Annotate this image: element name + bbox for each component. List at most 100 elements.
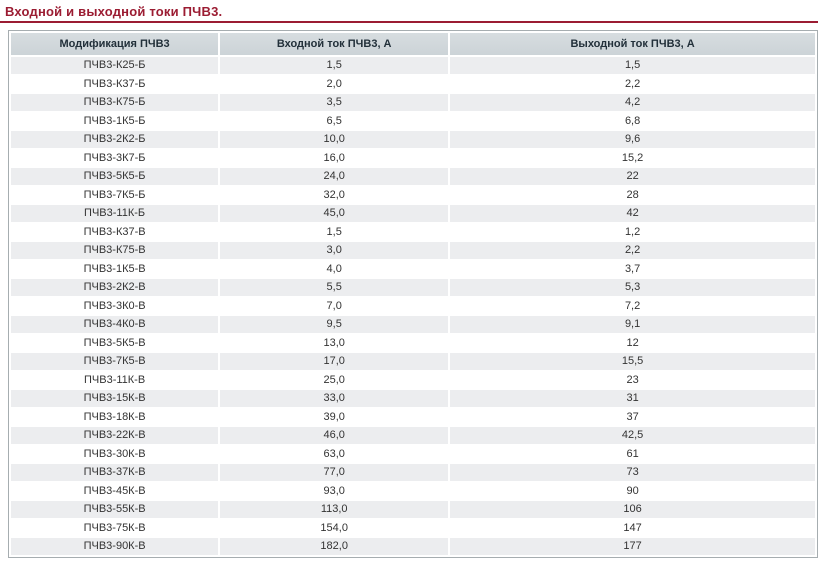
output-current-cell: 106 bbox=[450, 501, 815, 518]
modification-cell: ПЧВ3-2К2-В bbox=[11, 279, 219, 296]
input-current-cell: 4,0 bbox=[220, 260, 449, 277]
input-current-cell: 93,0 bbox=[220, 482, 449, 499]
input-current-cell: 24,0 bbox=[220, 168, 449, 185]
input-current-cell: 3,0 bbox=[220, 242, 449, 259]
modification-cell: ПЧВ3-К75-В bbox=[11, 242, 219, 259]
modification-cell: ПЧВ3-К37-В bbox=[11, 223, 219, 240]
input-current-cell: 5,5 bbox=[220, 279, 449, 296]
input-current-cell: 13,0 bbox=[220, 334, 449, 351]
table-row: ПЧВ3-90К-В 182,0 177 bbox=[11, 538, 815, 555]
input-current-cell: 10,0 bbox=[220, 131, 449, 148]
input-current-cell: 45,0 bbox=[220, 205, 449, 222]
col-header-output-current: Выходной ток ПЧВ3, А bbox=[450, 33, 815, 55]
output-current-cell: 28 bbox=[450, 186, 815, 203]
output-current-cell: 23 bbox=[450, 371, 815, 388]
input-current-cell: 7,0 bbox=[220, 297, 449, 314]
table-row: ПЧВ3-2К2-Б 10,0 9,6 bbox=[11, 131, 815, 148]
input-current-cell: 32,0 bbox=[220, 186, 449, 203]
modification-cell: ПЧВ3-1К5-В bbox=[11, 260, 219, 277]
table-row: ПЧВ3-К25-Б 1,5 1,5 bbox=[11, 57, 815, 74]
table-row: ПЧВ3-3К7-Б 16,0 15,2 bbox=[11, 149, 815, 166]
modification-cell: ПЧВ3-К75-Б bbox=[11, 94, 219, 111]
table-row: ПЧВ3-37К-В 77,0 73 bbox=[11, 464, 815, 481]
output-current-cell: 177 bbox=[450, 538, 815, 555]
modification-cell: ПЧВ3-3К7-Б bbox=[11, 149, 219, 166]
output-current-cell: 15,5 bbox=[450, 353, 815, 370]
table-row: ПЧВ3-75К-В 154,0 147 bbox=[11, 519, 815, 536]
table-row: ПЧВ3-7К5-В 17,0 15,5 bbox=[11, 353, 815, 370]
page-title: Входной и выходной токи ПЧВ3. bbox=[5, 4, 223, 19]
modification-cell: ПЧВ3-7К5-Б bbox=[11, 186, 219, 203]
output-current-cell: 31 bbox=[450, 390, 815, 407]
input-current-cell: 3,5 bbox=[220, 94, 449, 111]
input-current-cell: 9,5 bbox=[220, 316, 449, 333]
output-current-cell: 3,7 bbox=[450, 260, 815, 277]
modification-cell: ПЧВ3-22К-В bbox=[11, 427, 219, 444]
table-row: ПЧВ3-11К-В 25,0 23 bbox=[11, 371, 815, 388]
modification-cell: ПЧВ3-7К5-В bbox=[11, 353, 219, 370]
output-current-cell: 6,8 bbox=[450, 112, 815, 129]
table-row: ПЧВ3-15К-В 33,0 31 bbox=[11, 390, 815, 407]
table-row: ПЧВ3-45К-В 93,0 90 bbox=[11, 482, 815, 499]
table-row: ПЧВ3-5К5-В 13,0 12 bbox=[11, 334, 815, 351]
input-current-cell: 77,0 bbox=[220, 464, 449, 481]
table-row: ПЧВ3-5К5-Б 24,0 22 bbox=[11, 168, 815, 185]
output-current-cell: 4,2 bbox=[450, 94, 815, 111]
input-current-cell: 46,0 bbox=[220, 427, 449, 444]
modification-cell: ПЧВ3-1К5-Б bbox=[11, 112, 219, 129]
table-row: ПЧВ3-1К5-Б 6,5 6,8 bbox=[11, 112, 815, 129]
input-current-cell: 6,5 bbox=[220, 112, 449, 129]
modification-cell: ПЧВ3-3К0-В bbox=[11, 297, 219, 314]
input-current-cell: 25,0 bbox=[220, 371, 449, 388]
input-current-cell: 1,5 bbox=[220, 223, 449, 240]
modification-cell: ПЧВ3-К37-Б bbox=[11, 75, 219, 92]
modification-cell: ПЧВ3-15К-В bbox=[11, 390, 219, 407]
modification-cell: ПЧВ3-11К-В bbox=[11, 371, 219, 388]
currents-table: Модификация ПЧВ3 Входной ток ПЧВ3, А Вых… bbox=[8, 30, 818, 558]
table-row: ПЧВ3-55К-В 113,0 106 bbox=[11, 501, 815, 518]
output-current-cell: 2,2 bbox=[450, 75, 815, 92]
table-row: ПЧВ3-30К-В 63,0 61 bbox=[11, 445, 815, 462]
output-current-cell: 2,2 bbox=[450, 242, 815, 259]
modification-cell: ПЧВ3-75К-В bbox=[11, 519, 219, 536]
modification-cell: ПЧВ3-4К0-В bbox=[11, 316, 219, 333]
table-row: ПЧВ3-1К5-В 4,0 3,7 bbox=[11, 260, 815, 277]
col-header-modification: Модификация ПЧВ3 bbox=[11, 33, 219, 55]
modification-cell: ПЧВ3-37К-В bbox=[11, 464, 219, 481]
table-row: ПЧВ3-К37-В 1,5 1,2 bbox=[11, 223, 815, 240]
output-current-cell: 42,5 bbox=[450, 427, 815, 444]
output-current-cell: 12 bbox=[450, 334, 815, 351]
modification-cell: ПЧВ3-5К5-Б bbox=[11, 168, 219, 185]
table-row: ПЧВ3-2К2-В 5,5 5,3 bbox=[11, 279, 815, 296]
input-current-cell: 63,0 bbox=[220, 445, 449, 462]
output-current-cell: 15,2 bbox=[450, 149, 815, 166]
table-row: ПЧВ3-11К-Б 45,0 42 bbox=[11, 205, 815, 222]
title-divider bbox=[0, 21, 818, 23]
input-current-cell: 154,0 bbox=[220, 519, 449, 536]
output-current-cell: 90 bbox=[450, 482, 815, 499]
modification-cell: ПЧВ3-45К-В bbox=[11, 482, 219, 499]
output-current-cell: 7,2 bbox=[450, 297, 815, 314]
table-row: ПЧВ3-К37-Б 2,0 2,2 bbox=[11, 75, 815, 92]
input-current-cell: 33,0 bbox=[220, 390, 449, 407]
modification-cell: ПЧВ3-90К-В bbox=[11, 538, 219, 555]
modification-cell: ПЧВ3-К25-Б bbox=[11, 57, 219, 74]
input-current-cell: 17,0 bbox=[220, 353, 449, 370]
col-header-input-current: Входной ток ПЧВ3, А bbox=[220, 33, 449, 55]
modification-cell: ПЧВ3-55К-В bbox=[11, 501, 219, 518]
table-row: ПЧВ3-4К0-В 9,5 9,1 bbox=[11, 316, 815, 333]
output-current-cell: 5,3 bbox=[450, 279, 815, 296]
modification-cell: ПЧВ3-2К2-Б bbox=[11, 131, 219, 148]
input-current-cell: 2,0 bbox=[220, 75, 449, 92]
table-body: ПЧВ3-К25-Б 1,5 1,5 ПЧВ3-К37-Б 2,0 2,2 ПЧВ3-К75… bbox=[11, 57, 815, 555]
modification-cell: ПЧВ3-18К-В bbox=[11, 408, 219, 425]
output-current-cell: 22 bbox=[450, 168, 815, 185]
table-row: ПЧВ3-К75-В 3,0 2,2 bbox=[11, 242, 815, 259]
input-current-cell: 39,0 bbox=[220, 408, 449, 425]
table-row: ПЧВ3-К75-Б 3,5 4,2 bbox=[11, 94, 815, 111]
modification-cell: ПЧВ3-30К-В bbox=[11, 445, 219, 462]
table-row: ПЧВ3-7К5-Б 32,0 28 bbox=[11, 186, 815, 203]
input-current-cell: 16,0 bbox=[220, 149, 449, 166]
output-current-cell: 1,2 bbox=[450, 223, 815, 240]
input-current-cell: 1,5 bbox=[220, 57, 449, 74]
